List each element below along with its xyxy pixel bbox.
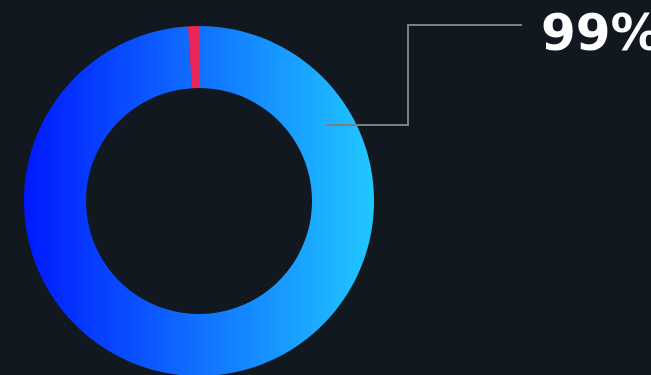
donut-slice-major [23,26,374,375]
percentage-label: 99% [541,4,651,62]
donut-slice-minor [188,26,199,89]
leader-line [326,24,522,126]
donut-slices [23,26,374,375]
